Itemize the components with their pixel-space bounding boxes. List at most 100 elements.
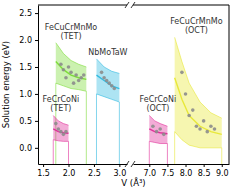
point (184, 92, 188, 96)
axis-break (131, 2, 135, 8)
y-axis-title: Solution energy (eV) (1, 41, 11, 128)
x-axis-title: V (Å³) (121, 177, 145, 188)
point (100, 71, 104, 75)
frame (133, 5, 229, 6)
tick-label: 9.0 (216, 169, 229, 178)
drop-line (167, 144, 168, 164)
series-label: FeCrCoNi(OCT) (140, 95, 177, 113)
band-edge (96, 94, 119, 102)
tick-label: 7.0 (143, 169, 156, 178)
point (102, 76, 106, 80)
point (59, 62, 63, 66)
point (198, 127, 202, 131)
band-center (56, 62, 87, 80)
tick: 2.0 (19, 36, 38, 45)
band-center (53, 129, 68, 133)
tick: 2.5 (19, 9, 38, 18)
series-label: NbMoTaW (88, 48, 127, 57)
point (57, 127, 61, 131)
axis-line (38, 6, 39, 165)
point (191, 108, 195, 112)
tick-label: 1.5 (37, 169, 50, 178)
point (158, 127, 162, 131)
point (187, 114, 191, 118)
tick-mark (35, 148, 38, 149)
axis-break (131, 161, 135, 167)
band-edge (53, 140, 68, 142)
tick-label: 2.5 (88, 169, 101, 178)
point (64, 130, 68, 134)
frame (38, 5, 127, 6)
tick: 7.5 (162, 164, 175, 178)
tick-mark (35, 40, 38, 41)
tick-label: 2.0 (63, 169, 76, 178)
band-edge (175, 37, 222, 118)
axis-line (134, 164, 230, 165)
band-edge (175, 132, 222, 148)
point (213, 127, 217, 131)
band-edge (53, 115, 68, 125)
tick: 7.0 (143, 164, 156, 178)
series-label: FeCuCrMnMo(OCT) (170, 17, 222, 35)
point (74, 73, 78, 77)
tick-mark (167, 164, 168, 167)
tick: 8.0 (180, 164, 193, 178)
tick: 1.5 (19, 63, 38, 72)
tick: 0.5 (19, 117, 38, 126)
drop-line (221, 148, 222, 164)
point (180, 71, 184, 75)
tick-mark (204, 164, 205, 167)
point (205, 130, 209, 134)
band (53, 115, 68, 141)
chart: FeCuCrMnMo(TET)FeCrCoNi(TET)NbMoTaW1.52.… (0, 0, 231, 189)
tick-mark (35, 13, 38, 14)
tick-label: 2.5 (19, 9, 32, 18)
band (96, 59, 119, 102)
band-edge (96, 59, 119, 74)
tick-mark (94, 164, 95, 167)
drop-line (174, 132, 175, 164)
tick-label: 8.5 (198, 169, 211, 178)
tick: 2.5 (88, 164, 101, 178)
tick-label: 7.5 (162, 169, 175, 178)
point (62, 133, 66, 137)
point (59, 130, 63, 134)
point (110, 84, 114, 88)
point (67, 65, 71, 69)
tick-mark (35, 94, 38, 95)
x-axis: 1.5 2.0 2.5 3.0 (37, 164, 127, 178)
tick: 0.0 (19, 144, 38, 153)
tick-label: 2.0 (19, 36, 32, 45)
tick: 2.0 (63, 164, 76, 178)
band-center (175, 78, 222, 135)
point (155, 130, 159, 134)
drop-line (96, 94, 97, 164)
tick: 3.0 (114, 164, 127, 178)
drop-line (86, 91, 87, 164)
point (79, 76, 83, 80)
tick: 9.0 (216, 164, 229, 178)
band-edge (149, 115, 167, 126)
drop-line (68, 141, 69, 164)
tick-label: 3.0 (114, 169, 127, 178)
point (195, 124, 199, 128)
y-axis: 0.0 0.5 1.0 1.5 2.0 2.5 (19, 6, 38, 165)
point (62, 68, 66, 72)
tick: 1.5 (37, 164, 50, 178)
tick-mark (69, 164, 70, 167)
tick: 1.0 (19, 90, 38, 99)
point (77, 79, 81, 83)
point (151, 124, 155, 128)
x-axis: 7.0 7.5 8.0 8.5 9.0 (134, 164, 230, 178)
point (105, 79, 109, 83)
band-edge (56, 43, 87, 67)
drop-line (119, 102, 120, 164)
tick-mark (186, 164, 187, 167)
tick-mark (35, 121, 38, 122)
point (69, 71, 73, 75)
point (112, 87, 116, 91)
axis-line (39, 164, 128, 165)
tick: 8.5 (198, 164, 211, 178)
tick-mark (119, 164, 120, 167)
point (64, 76, 68, 80)
